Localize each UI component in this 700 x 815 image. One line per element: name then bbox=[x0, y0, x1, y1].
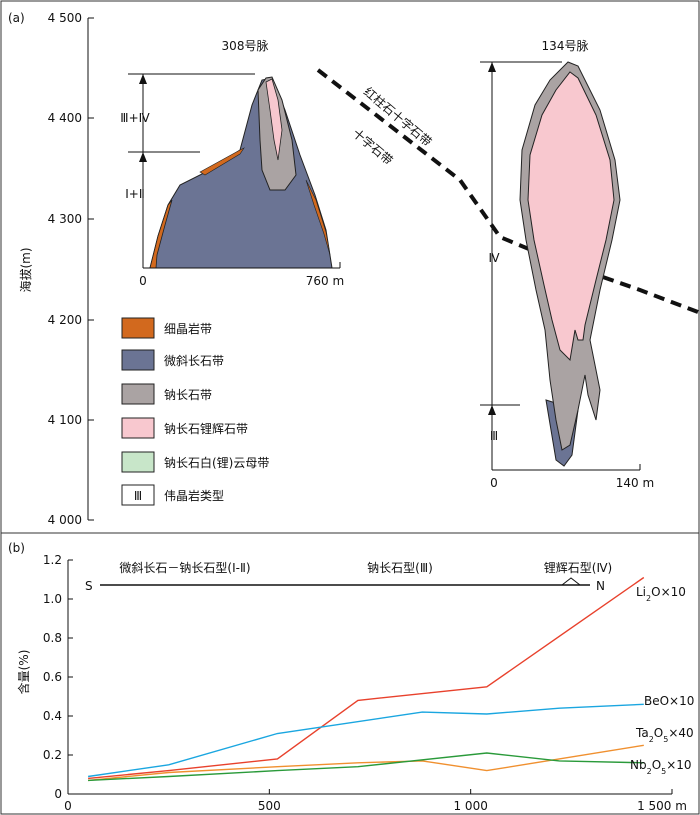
vein-134-section bbox=[519, 61, 621, 467]
series-label-nb2o5: Nb2O5×10 bbox=[630, 758, 692, 776]
series-line-3 bbox=[88, 752, 644, 782]
x-tick-label: 1 500 m bbox=[637, 799, 687, 813]
panel-a-y-ticks: 4 000 4 100 4 200 4 300 4 400 4 500 bbox=[48, 11, 94, 527]
fault-line bbox=[316, 68, 699, 314]
legend-type-symbol: Ⅲ bbox=[134, 489, 142, 503]
vein-134-zone-brackets: Ⅳ Ⅲ bbox=[480, 61, 562, 470]
panel-b-y-label: 含量(%) bbox=[16, 650, 31, 695]
vein-134-zone-4: Ⅳ bbox=[488, 251, 499, 265]
series-label-li2o: Li2O×10 bbox=[636, 585, 686, 603]
y-tick-label: 0 bbox=[54, 787, 62, 801]
y-tick-label: 1.2 bbox=[43, 553, 62, 567]
series-label-ta2o5: Ta2O5×40 bbox=[635, 726, 694, 744]
y-tick-label: 1.0 bbox=[43, 592, 62, 606]
panel-a-legend: 细晶岩带 微斜长石带 钠长石带 钠长石锂辉石带 钠长石白(锂)云母带 Ⅲ 伟晶岩… bbox=[121, 317, 269, 506]
types-bar-arrow bbox=[561, 577, 581, 586]
x-tick-label: 1 000 bbox=[453, 799, 487, 813]
types-bar-left: S bbox=[85, 579, 93, 593]
type-label-4: 锂辉石型(Ⅳ) bbox=[544, 560, 612, 575]
y-tick-label-4200: 4 200 bbox=[48, 313, 82, 327]
panel-b-frame bbox=[0, 532, 700, 815]
y-tick-label-4100: 4 100 bbox=[48, 413, 82, 427]
panel-a-label: (a) bbox=[8, 11, 25, 25]
legend-label-albite: 钠长石带 bbox=[164, 387, 212, 402]
panel-a-y-label: 海拔(m) bbox=[18, 247, 33, 292]
series-line-2 bbox=[88, 744, 644, 782]
types-bar-right: N bbox=[596, 579, 605, 593]
vein-134-zone-3: Ⅲ bbox=[490, 429, 498, 443]
vein-134-x-tick-140: 140 m bbox=[616, 476, 654, 490]
series-line-0 bbox=[88, 576, 645, 780]
legend-label-microcline: 微斜长石带 bbox=[164, 354, 224, 368]
y-tick-label: 0.4 bbox=[43, 709, 62, 723]
vein-308-zone-brackets: Ⅲ+Ⅳ Ⅰ+Ⅱ bbox=[120, 73, 255, 268]
panel-b-label: (b) bbox=[8, 541, 25, 555]
x-tick-label: 0 bbox=[64, 799, 72, 813]
type-label-3: 钠长石型(Ⅲ) bbox=[367, 560, 433, 575]
y-tick-label: 0.2 bbox=[43, 748, 62, 762]
series-line-1 bbox=[87, 703, 644, 778]
vein-308-section bbox=[149, 76, 333, 269]
panel-b-x-ticks: 0 500 1 000 1 500 m bbox=[64, 789, 687, 813]
y-tick-label-4400: 4 400 bbox=[48, 111, 82, 125]
legend-swatch-type bbox=[121, 484, 155, 506]
vein-134-x-tick-0: 0 bbox=[490, 476, 498, 490]
legend-swatch-albite-spodumene bbox=[121, 417, 155, 439]
x-tick-label: 500 bbox=[258, 799, 281, 813]
vein-308-zone-1-2: Ⅰ+Ⅱ bbox=[125, 187, 145, 201]
type-label-1-2: 微斜长石－钠长石型(Ⅰ-Ⅱ) bbox=[119, 560, 250, 575]
y-tick-label: 0.8 bbox=[43, 631, 62, 645]
vein-308-zone-3-4: Ⅲ+Ⅳ bbox=[120, 111, 149, 125]
legend-swatch-albite-mica bbox=[121, 451, 155, 473]
vein-308-x-tick-0: 0 bbox=[139, 274, 147, 288]
panel-b-y-ticks: 0 0.2 0.4 0.6 0.8 1.0 1.2 bbox=[43, 553, 73, 801]
panel-b-series bbox=[87, 576, 645, 782]
y-tick-label-4500: 4 500 bbox=[48, 11, 82, 25]
types-bar: S N 微斜长石－钠长石型(Ⅰ-Ⅱ) 钠长石型(Ⅲ) 锂辉石型(Ⅳ) bbox=[85, 560, 612, 593]
vein-308-title: 308号脉 bbox=[222, 38, 269, 53]
y-tick-label: 0.6 bbox=[43, 670, 62, 684]
legend-swatch-albite bbox=[121, 383, 155, 405]
legend-label-aplite: 细晶岩带 bbox=[164, 321, 212, 336]
y-tick-label-4000: 4 000 bbox=[48, 513, 82, 527]
series-label-beo: BeO×10 bbox=[644, 694, 694, 708]
legend-label-albite-spodumene: 钠长石锂辉石带 bbox=[164, 421, 248, 436]
vein-308-x-tick-760: 760 m bbox=[306, 274, 344, 288]
vein-134-title: 134号脉 bbox=[542, 38, 589, 53]
legend-label-albite-mica: 钠长石白(锂)云母带 bbox=[164, 455, 269, 470]
legend-label-type: 伟晶岩类型 bbox=[164, 488, 224, 503]
y-tick-label-4300: 4 300 bbox=[48, 212, 82, 226]
fault-label-staurolite: 十字石带 bbox=[350, 125, 396, 167]
legend-swatch-microcline bbox=[121, 349, 155, 371]
legend-swatch-aplite bbox=[121, 317, 155, 339]
panel-b-plot: 0 0.2 0.4 0.6 0.8 1.0 1.2 0 500 1 000 1 500 m bbox=[43, 553, 687, 813]
